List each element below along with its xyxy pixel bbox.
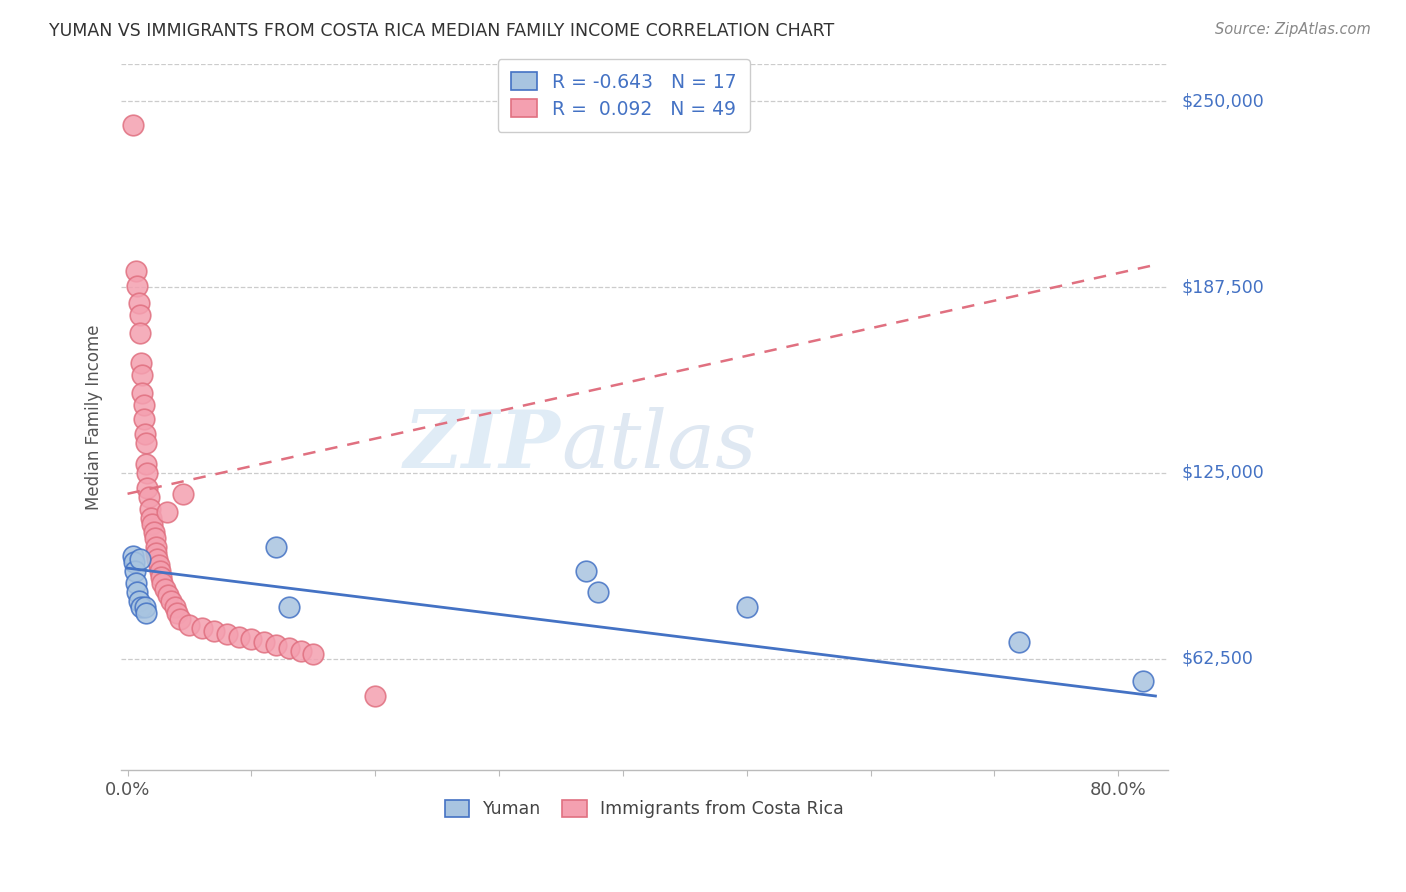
Point (122, 555, 145, 569)
Point (166, 606, 188, 620)
Point (135, 457, 157, 471)
Point (129, 356, 152, 370)
Point (138, 490, 160, 504)
Point (129, 309, 152, 323)
Point (127, 278, 149, 293)
Point (163, 599, 186, 614)
Point (160, 594, 183, 608)
Point (240, 632, 263, 647)
Point (179, 617, 201, 632)
Point (142, 525, 165, 540)
Text: $62,500: $62,500 (1181, 650, 1254, 668)
Point (264, 541, 287, 555)
Text: ZIP: ZIP (404, 407, 561, 484)
Point (125, 576, 148, 591)
Point (136, 481, 159, 495)
Legend: Yuman, Immigrants from Costa Rica: Yuman, Immigrants from Costa Rica (439, 793, 851, 825)
Point (135, 436, 157, 450)
Point (127, 585, 149, 599)
Point (148, 558, 170, 573)
Text: $187,500: $187,500 (1181, 278, 1264, 296)
Point (132, 398, 155, 412)
Point (129, 326, 152, 341)
Point (253, 635, 276, 649)
Point (586, 585, 609, 599)
Point (264, 639, 287, 653)
Point (131, 385, 153, 400)
Text: YUMAN VS IMMIGRANTS FROM COSTA RICA MEDIAN FAMILY INCOME CORRELATION CHART: YUMAN VS IMMIGRANTS FROM COSTA RICA MEDI… (49, 22, 834, 40)
Point (141, 516, 163, 531)
Point (143, 532, 166, 546)
Point (146, 552, 169, 566)
Y-axis label: Median Family Income: Median Family Income (86, 325, 103, 510)
Point (136, 466, 159, 480)
Text: $250,000: $250,000 (1181, 92, 1264, 111)
Text: atlas: atlas (561, 407, 756, 484)
Point (157, 588, 180, 602)
Point (191, 621, 214, 635)
Point (121, 118, 143, 132)
Point (135, 606, 157, 620)
Text: Source: ZipAtlas.com: Source: ZipAtlas.com (1215, 22, 1371, 37)
Point (1132, 674, 1154, 689)
Point (134, 427, 156, 442)
Point (215, 626, 238, 640)
Point (128, 296, 150, 310)
Point (302, 648, 325, 662)
Point (202, 624, 225, 638)
Point (121, 549, 143, 564)
Point (134, 599, 156, 614)
Point (125, 264, 148, 278)
Point (169, 612, 191, 626)
Point (131, 368, 153, 382)
Point (124, 564, 146, 578)
Point (149, 570, 172, 584)
Text: $125,000: $125,000 (1181, 464, 1264, 482)
Point (277, 599, 299, 614)
Point (290, 644, 312, 658)
Point (149, 564, 172, 578)
Point (228, 630, 250, 644)
Point (132, 412, 155, 426)
Point (364, 689, 387, 703)
Point (575, 564, 598, 578)
Point (129, 552, 152, 566)
Point (139, 501, 162, 516)
Point (277, 641, 299, 656)
Point (156, 505, 179, 519)
Point (172, 487, 194, 501)
Point (153, 582, 176, 596)
Point (145, 546, 167, 560)
Point (139, 510, 162, 524)
Point (128, 594, 150, 608)
Point (129, 599, 152, 614)
Point (150, 576, 173, 591)
Point (145, 541, 167, 555)
Point (735, 599, 758, 614)
Point (1008, 635, 1031, 649)
